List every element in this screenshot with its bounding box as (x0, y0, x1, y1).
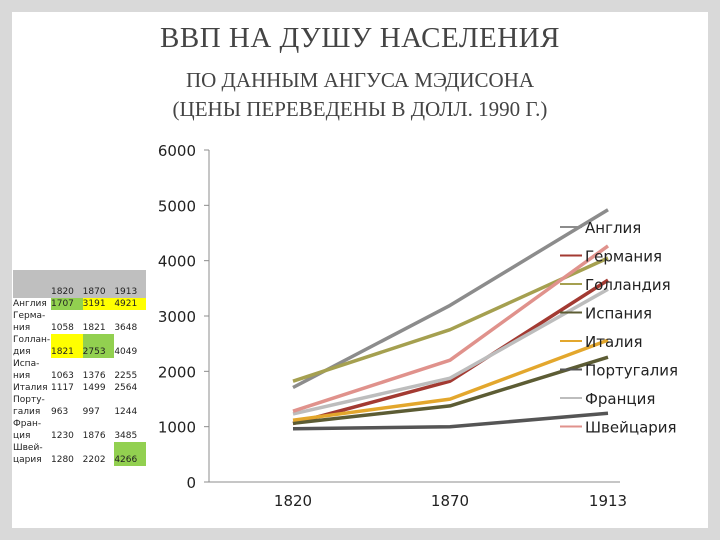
y-tick-label: 0 (186, 474, 196, 492)
table-corner-cell (13, 270, 51, 298)
series-line (292, 244, 610, 413)
table-value-cell: 1821 (51, 334, 83, 358)
y-tick-label: 1000 (158, 419, 196, 437)
table-country-name: Голлан-дия (13, 334, 51, 358)
table-country-name: Англия (13, 298, 51, 310)
legend-label: Голландия (585, 276, 671, 294)
table-row: Герма-ния 1058 1821 3648 (13, 310, 146, 334)
table-year-header: 1913 (114, 270, 146, 298)
table-header-row: 1820 1870 1913 (13, 270, 146, 298)
table-value-cell: 3485 (114, 418, 146, 442)
y-tick-label: 2000 (158, 363, 196, 381)
table-row: Фран-ция 1230 1876 3485 (13, 418, 146, 442)
table-value-cell: 2255 (114, 358, 146, 382)
table-value-cell: 997 (82, 394, 115, 418)
table-year-header: 1820 (51, 270, 83, 298)
table-value-cell: 2753 (82, 334, 115, 358)
table-country-name: Италия (13, 382, 51, 394)
y-tick-label: 4000 (158, 253, 196, 271)
table-value-cell: 1707 (51, 298, 83, 310)
table-year-header: 1870 (82, 270, 115, 298)
table-value-cell: 1117 (51, 382, 83, 394)
table-value-cell: 1499 (82, 382, 115, 394)
legend-label: Италия (585, 333, 643, 351)
slide-title: ВВП НА ДУШУ НАСЕЛЕНИЯ (160, 22, 560, 54)
y-tick-label: 5000 (158, 197, 196, 215)
subtitle-line: (ЦЕНЫ ПЕРЕВЕДЕНЫ В ДОЛЛ. 1990 Г.) (172, 97, 548, 121)
x-tick-label: 1913 (589, 492, 627, 510)
table-country-name: Порту-галия (13, 394, 51, 418)
table-value-cell: 1280 (51, 442, 83, 466)
y-tick-label: 6000 (158, 142, 196, 160)
table-row: Испа-ния 1063 1376 2255 (13, 358, 146, 382)
series-line (292, 287, 609, 416)
table-value-cell: 1376 (82, 358, 115, 382)
series-line (292, 208, 609, 390)
table-value-cell: 2202 (82, 442, 115, 466)
table-value-cell: 1063 (51, 358, 83, 382)
legend-label: Швейцария (585, 419, 677, 437)
table-value-cell: 1876 (82, 418, 115, 442)
table-country-name: Швей-цария (13, 442, 51, 466)
table-row: Англия 1707 3191 4921 (13, 298, 146, 310)
table-row: Италия 1117 1499 2564 (13, 382, 146, 394)
legend-label: Франция (585, 390, 655, 408)
table-value-cell: 4049 (114, 334, 146, 358)
y-tick-label: 3000 (158, 308, 196, 326)
data-table: 1820 1870 1913 Англия 1707 3191 4921 Герма-ния 1… (13, 270, 146, 466)
slide-subtitle: ПО ДАННЫМ АНГУСА МЭДИСОНА (ЦЕНЫ ПЕРЕВЕДЕ… (0, 66, 720, 124)
table-row: Голлан-дия 1821 2753 4049 (13, 334, 146, 358)
table-row: Швей-цария 1280 2202 4266 (13, 442, 146, 466)
table-country-name: Герма-ния (13, 310, 51, 334)
series-line (292, 278, 609, 426)
table-country-name: Фран-ция (13, 418, 51, 442)
table-row: Порту-галия 963 997 1244 (13, 394, 146, 418)
table-value-cell: 4266 (114, 442, 146, 466)
series-line (292, 355, 609, 425)
table-value-cell: 3191 (82, 298, 115, 310)
table-country-name: Испа-ния (13, 358, 51, 382)
table-value-cell: 1230 (51, 418, 83, 442)
subtitle-line: ПО ДАННЫМ АНГУСА МЭДИСОНА (185, 68, 535, 92)
table-value-cell: 2564 (114, 382, 146, 394)
table-value-cell: 1058 (51, 310, 83, 334)
x-tick-label: 1820 (274, 492, 312, 510)
table-value-cell: 1244 (114, 394, 146, 418)
table-value-cell: 963 (51, 394, 83, 418)
legend-label: Португалия (585, 362, 678, 380)
legend-label: Германия (585, 248, 662, 266)
legend-label: Англия (585, 219, 641, 237)
series-line (292, 411, 609, 431)
table-value-cell: 1821 (82, 310, 115, 334)
table-value-cell: 4921 (114, 298, 146, 310)
table-value-cell: 3648 (114, 310, 146, 334)
x-tick-label: 1870 (431, 492, 469, 510)
legend-label: Испания (585, 305, 652, 323)
series-line (292, 338, 609, 422)
